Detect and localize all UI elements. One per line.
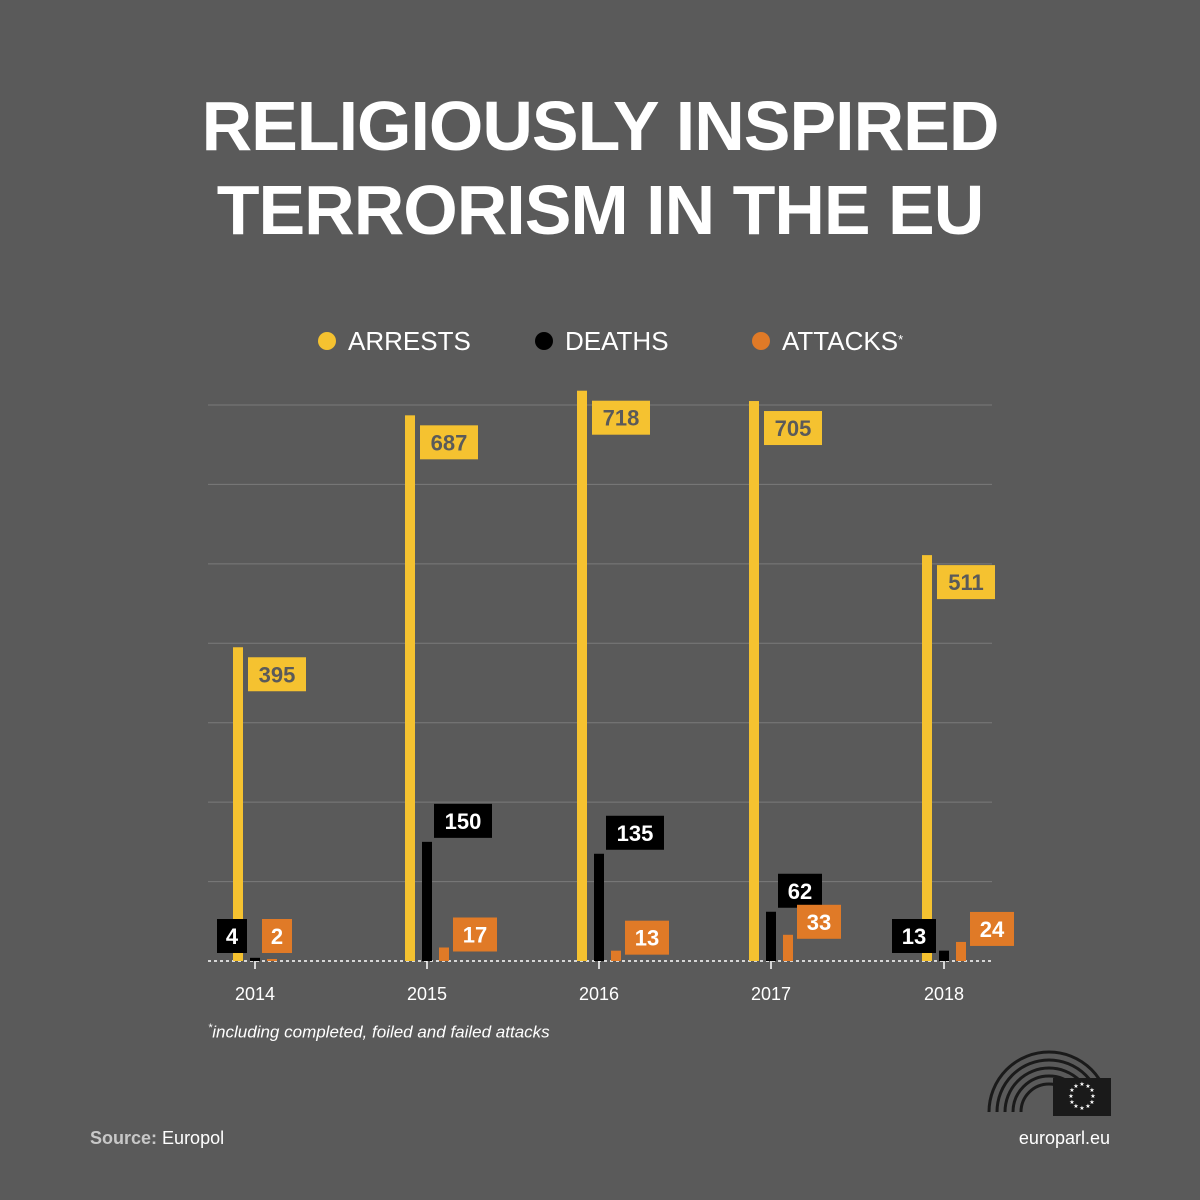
arrests-bar [922,555,932,961]
arrests-data-label: 705 [775,416,812,441]
svg-text:★: ★ [1085,1103,1090,1110]
svg-text:★: ★ [1069,1087,1074,1094]
legend-attacks-marker: * [898,331,904,347]
deaths-data-label-box [606,815,664,850]
x-tick-label: 2016 [579,984,619,1004]
attacks-data-label-box [970,911,1014,946]
svg-text:★: ★ [1085,1083,1090,1090]
deaths-bar [422,841,432,961]
attacks-data-label: 2 [271,924,283,949]
x-tick-label: 2015 [407,984,447,1004]
source-value: Europol [162,1128,225,1148]
footnote: *including completed, foiled and failed … [208,1022,550,1043]
legend-label-attacks: ATTACKS [782,325,899,356]
x-tick-label: 2018 [924,984,964,1004]
svg-text:★: ★ [1089,1087,1094,1094]
arrests-bar [405,415,415,962]
attacks-data-label: 17 [463,922,487,947]
attacks-data-label: 13 [635,926,659,951]
deaths-data-label: 62 [788,879,812,904]
arrests-data-label-box [420,425,478,460]
svg-text:★: ★ [1090,1093,1095,1100]
attacks-bar [783,934,793,961]
legend-item-attacks: ATTACKS * [752,322,903,360]
deaths-bar [250,957,260,961]
legend-dot-attacks [752,332,770,350]
chart-title-line-1: RELIGIOUSLY INSPIRED [201,87,1000,165]
arrests-bar [233,647,243,961]
attacks-data-label: 24 [980,917,1005,942]
deaths-data-label-box [217,919,247,953]
attacks-data-label-box [453,917,497,952]
arrests-data-label-box [592,400,650,435]
footnote-text: including completed, foiled and failed a… [212,1022,550,1042]
eu-flag-icon [1053,1078,1111,1116]
arrests-data-label-box [248,657,306,692]
deaths-data-label: 150 [445,809,482,834]
svg-text:★: ★ [1073,1083,1078,1090]
deaths-bar [939,950,949,961]
legend-item-deaths: DEATHS [535,322,669,360]
attacks-data-label-box [797,904,841,939]
attacks-data-label: 33 [807,910,831,935]
deaths-bar [766,911,776,961]
attacks-data-label-box [625,920,669,955]
footnote-marker: * [208,1022,213,1034]
deaths-data-label-box [892,919,936,953]
legend-dot-arrests [318,332,336,350]
deaths-data-label-box [434,803,492,838]
arrests-data-label: 395 [259,662,296,687]
attacks-bar [267,959,277,961]
deaths-bar [594,853,604,961]
deaths-data-label: 4 [226,924,239,949]
svg-text:★: ★ [1069,1099,1074,1106]
legend-item-arrests: ARRESTS [318,322,471,360]
svg-text:★: ★ [1089,1099,1094,1106]
legend-label-arrests: ARRESTS [348,325,471,356]
attacks-bar [956,941,966,961]
attacks-bar [439,947,449,961]
arrests-data-label: 687 [431,430,468,455]
attacks-data-label-box [262,919,292,953]
arrests-data-label: 511 [948,570,984,595]
source-credit: Source: Europol [90,1128,224,1149]
attacks-bar [611,950,621,961]
arrests-bar [577,390,587,961]
source-label: Source: [90,1128,158,1148]
svg-text:★: ★ [1073,1103,1078,1110]
arrests-bar [749,401,759,961]
legend-dot-deaths [535,332,553,350]
deaths-data-label: 135 [617,821,654,846]
european-parliament-logo: ★ ★★ ★★★ ★★★ ★★★ [987,1050,1111,1116]
deaths-data-label-box [778,873,822,908]
svg-text:★: ★ [1079,1081,1084,1088]
svg-text:★: ★ [1079,1105,1084,1112]
svg-text:★: ★ [1068,1093,1073,1100]
chart-title-line-2: TERRORISM IN THE EU [216,171,985,249]
x-tick-label: 2014 [235,984,275,1004]
x-tick-label: 2017 [751,984,791,1004]
arrests-data-label-box [764,411,822,446]
site-link[interactable]: europarl.eu [1018,1128,1110,1148]
legend-label-deaths: DEATHS [565,325,669,356]
arrests-data-label: 718 [603,406,640,431]
arrests-data-label-box [937,565,995,600]
deaths-data-label: 13 [902,924,926,949]
